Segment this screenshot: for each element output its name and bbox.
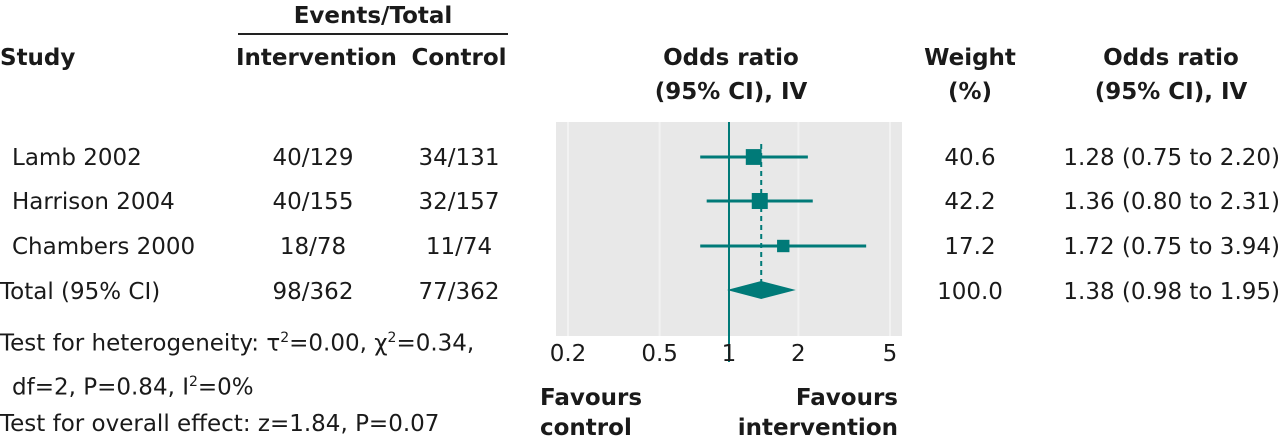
- total-or-text: 1.38 (0.98 to 1.95): [1063, 279, 1280, 305]
- or-text-value: 1.72 (0.75 to 3.94): [1063, 234, 1280, 260]
- study-square-marker: [745, 149, 762, 165]
- intervention-value: 40/155: [272, 189, 354, 215]
- x-tick-label: 0.5: [641, 341, 678, 367]
- weight-header-line1: Weight: [924, 45, 1016, 71]
- total-control: 77/362: [418, 279, 500, 305]
- total-intervention: 98/362: [272, 279, 354, 305]
- x-tick-label: 5: [883, 341, 898, 367]
- favours-left-line2: control: [540, 415, 632, 441]
- study-square-marker: [751, 193, 768, 209]
- intervention-header: Intervention: [236, 45, 397, 71]
- study-square-marker: [777, 239, 790, 253]
- control-value: 11/74: [425, 234, 493, 260]
- weight-value: 17.2: [944, 234, 996, 260]
- study-name: Chambers 2000: [12, 234, 196, 260]
- weight-value: 42.2: [944, 189, 996, 215]
- or-plot-header-line1: Odds ratio: [663, 45, 799, 71]
- study-name: Lamb 2002: [12, 145, 142, 171]
- intervention-value: 18/78: [279, 234, 347, 260]
- favours-right-line2: intervention: [737, 415, 898, 441]
- favours-right-line1: Favours: [795, 385, 898, 411]
- heterogeneity-line1: Test for heterogeneity: τ2=0.00, χ2=0.34…: [0, 330, 475, 357]
- pooled-diamond: [726, 281, 796, 299]
- study-name: Harrison 2004: [12, 189, 175, 215]
- x-tick-label: 2: [791, 341, 806, 367]
- intervention-value: 40/129: [272, 145, 354, 171]
- or-text-value: 1.36 (0.80 to 2.31): [1063, 189, 1280, 215]
- or-text-value: 1.28 (0.75 to 2.20): [1063, 145, 1280, 171]
- weight-header-line2: (%): [947, 79, 993, 105]
- total-weight: 100.0: [937, 279, 1003, 305]
- study-header: Study: [0, 45, 76, 71]
- heterogeneity-line2: df=2, P=0.84, I2=0%: [12, 374, 254, 401]
- control-value: 34/131: [418, 145, 500, 171]
- favours-left-line1: Favours: [540, 385, 643, 411]
- weight-value: 40.6: [944, 145, 996, 171]
- overall-effect: Test for overall effect: z=1.84, P=0.07: [0, 411, 440, 437]
- or-plot-header-line2: (95% CI), IV: [654, 79, 808, 105]
- control-header: Control: [411, 45, 507, 71]
- x-tick-label: 0.2: [550, 341, 587, 367]
- control-value: 32/157: [418, 189, 500, 215]
- header-rule: [238, 33, 508, 35]
- or-text-header-line2: (95% CI), IV: [1094, 79, 1248, 105]
- or-text-header-line1: Odds ratio: [1103, 45, 1239, 71]
- total-label: Total (95% CI): [0, 279, 161, 305]
- events-total-header: Events/Total: [293, 3, 453, 29]
- x-tick-label: 1: [722, 341, 737, 367]
